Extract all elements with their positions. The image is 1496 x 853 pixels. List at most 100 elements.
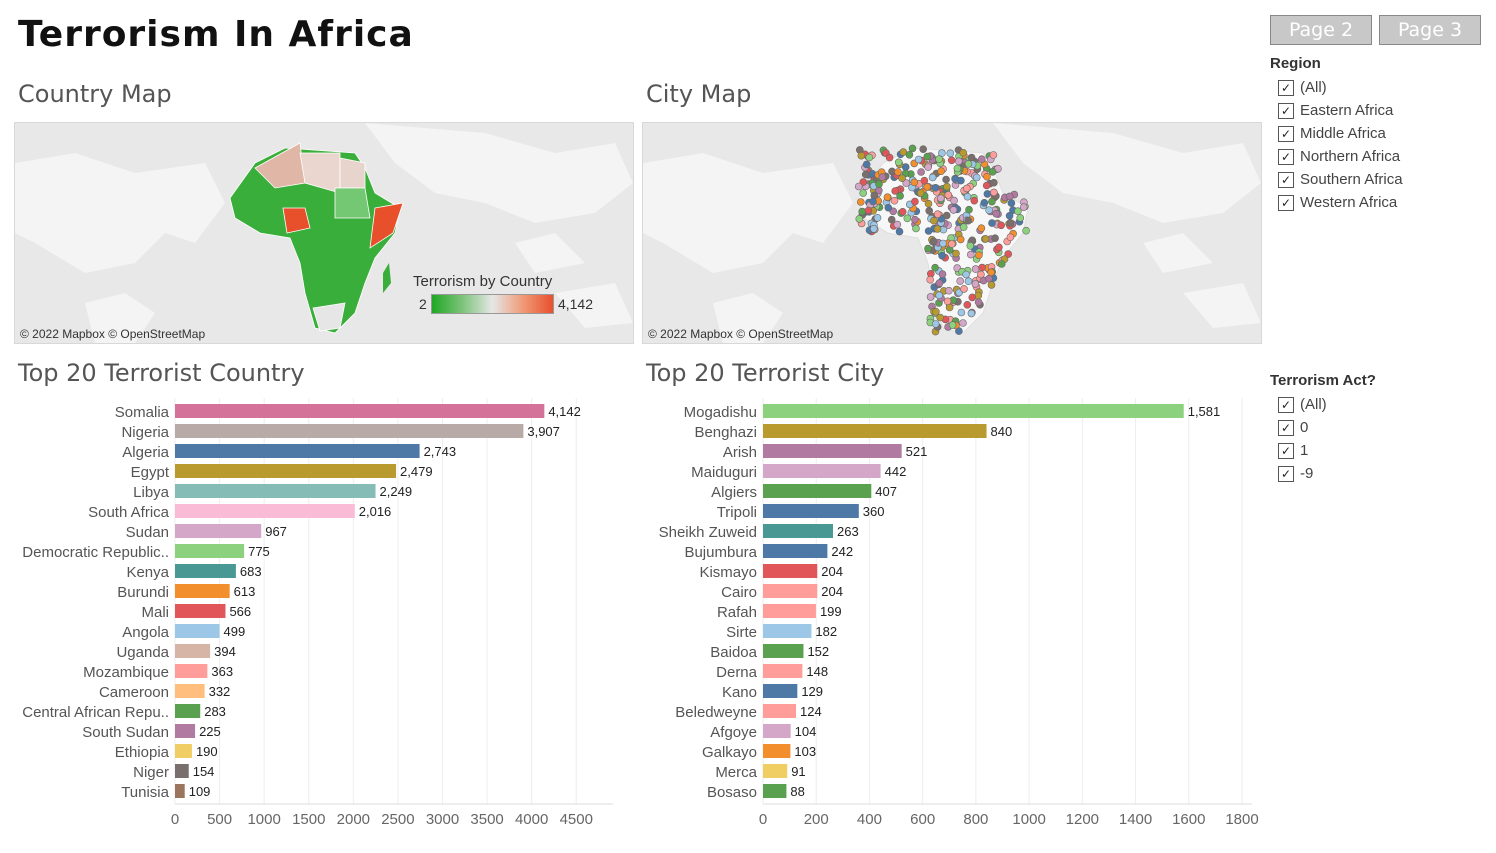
city-point[interactable] — [990, 188, 998, 197]
city-point[interactable] — [970, 196, 979, 205]
city-point[interactable] — [854, 182, 863, 191]
city-point[interactable] — [1022, 226, 1030, 235]
terrorism-act-option[interactable]: ✓ (All) — [1270, 393, 1376, 416]
city-point[interactable] — [894, 158, 903, 167]
city-point[interactable] — [925, 207, 934, 215]
city-point[interactable] — [908, 144, 917, 153]
city-point[interactable] — [977, 224, 986, 232]
city-point[interactable] — [974, 298, 983, 306]
bar[interactable] — [175, 744, 192, 758]
region-checkbox[interactable]: ✓ — [1278, 79, 1294, 96]
bar[interactable] — [763, 664, 803, 678]
city-point[interactable] — [987, 268, 996, 277]
region-checkbox[interactable]: ✓ — [1278, 171, 1294, 188]
region-option[interactable]: ✓ (All) — [1270, 76, 1403, 99]
city-point[interactable] — [890, 196, 899, 205]
city-point[interactable] — [861, 170, 870, 179]
city-point[interactable] — [992, 209, 1000, 218]
terrorism-act-option[interactable]: ✓ 1 — [1270, 439, 1376, 462]
city-point[interactable] — [987, 281, 996, 289]
city-point[interactable] — [971, 280, 980, 288]
city-point[interactable] — [883, 193, 892, 201]
city-point[interactable] — [991, 234, 999, 242]
city-point[interactable] — [869, 197, 877, 206]
city-point[interactable] — [864, 206, 873, 215]
region-option[interactable]: ✓ Western Africa — [1270, 191, 1403, 214]
city-point[interactable] — [898, 174, 906, 183]
city-point[interactable] — [962, 184, 971, 193]
terrorism-act-option[interactable]: ✓ -9 — [1270, 462, 1376, 485]
city-point[interactable] — [930, 216, 938, 225]
city-point[interactable] — [878, 173, 887, 182]
city-point[interactable] — [924, 199, 933, 208]
region-checkbox[interactable]: ✓ — [1278, 125, 1294, 142]
city-point[interactable] — [953, 164, 962, 173]
city-point[interactable] — [893, 220, 902, 229]
bar[interactable] — [175, 764, 189, 778]
city-point[interactable] — [902, 179, 911, 187]
city-point[interactable] — [870, 225, 878, 233]
city-point[interactable] — [933, 225, 942, 233]
city-point[interactable] — [997, 221, 1006, 230]
bar[interactable] — [175, 424, 524, 438]
city-point[interactable] — [967, 309, 976, 318]
city-point[interactable] — [959, 148, 968, 157]
city-point[interactable] — [923, 183, 931, 191]
city-point[interactable] — [931, 184, 940, 192]
bar[interactable] — [763, 484, 872, 498]
bar[interactable] — [763, 584, 818, 598]
city-point[interactable] — [964, 277, 973, 285]
city-point[interactable] — [964, 216, 973, 225]
city-point[interactable] — [912, 224, 920, 233]
page-2-button[interactable]: Page 2 — [1270, 15, 1372, 45]
bar[interactable] — [175, 464, 397, 478]
city-point[interactable] — [910, 178, 919, 187]
city-point[interactable] — [967, 153, 976, 162]
city-point[interactable] — [960, 285, 968, 293]
city-point[interactable] — [972, 173, 981, 182]
city-point[interactable] — [962, 270, 970, 279]
city-point[interactable] — [939, 239, 947, 248]
city-point[interactable] — [896, 192, 904, 200]
bar[interactable] — [763, 544, 828, 558]
city-point[interactable] — [855, 215, 864, 223]
city-point[interactable] — [975, 251, 983, 259]
bar[interactable] — [763, 744, 791, 758]
city-point[interactable] — [971, 265, 980, 273]
city-point[interactable] — [957, 308, 966, 317]
bar[interactable] — [175, 644, 211, 658]
city-point[interactable] — [931, 320, 940, 328]
city-point[interactable] — [936, 313, 945, 322]
city-point[interactable] — [858, 207, 866, 216]
city-point[interactable] — [990, 178, 998, 187]
bar[interactable] — [763, 524, 833, 538]
city-point[interactable] — [938, 270, 947, 278]
city-point[interactable] — [936, 194, 945, 202]
city-point[interactable] — [903, 214, 912, 223]
city-point[interactable] — [977, 270, 985, 279]
city-point[interactable] — [1007, 199, 1016, 207]
city-point[interactable] — [977, 155, 986, 164]
city-point[interactable] — [985, 206, 993, 214]
city-point[interactable] — [988, 167, 997, 176]
city-point[interactable] — [857, 198, 865, 206]
city-point[interactable] — [944, 191, 953, 199]
bar[interactable] — [763, 724, 791, 738]
bar[interactable] — [763, 704, 796, 718]
city-point[interactable] — [923, 152, 932, 161]
bar[interactable] — [763, 604, 816, 618]
city-point[interactable] — [865, 153, 874, 162]
terrorism-act-checkbox[interactable]: ✓ — [1278, 419, 1294, 436]
city-point[interactable] — [988, 219, 996, 227]
bar[interactable] — [175, 604, 226, 618]
bar[interactable] — [763, 564, 818, 578]
city-point[interactable] — [1016, 214, 1025, 222]
city-point[interactable] — [875, 180, 883, 188]
city-point[interactable] — [983, 172, 991, 181]
region-option[interactable]: ✓ Northern Africa — [1270, 145, 1403, 168]
city-point[interactable] — [1005, 212, 1014, 220]
city-point[interactable] — [932, 308, 940, 316]
city-point[interactable] — [935, 155, 943, 163]
region-checkbox[interactable]: ✓ — [1278, 102, 1294, 119]
region-checkbox[interactable]: ✓ — [1278, 194, 1294, 211]
